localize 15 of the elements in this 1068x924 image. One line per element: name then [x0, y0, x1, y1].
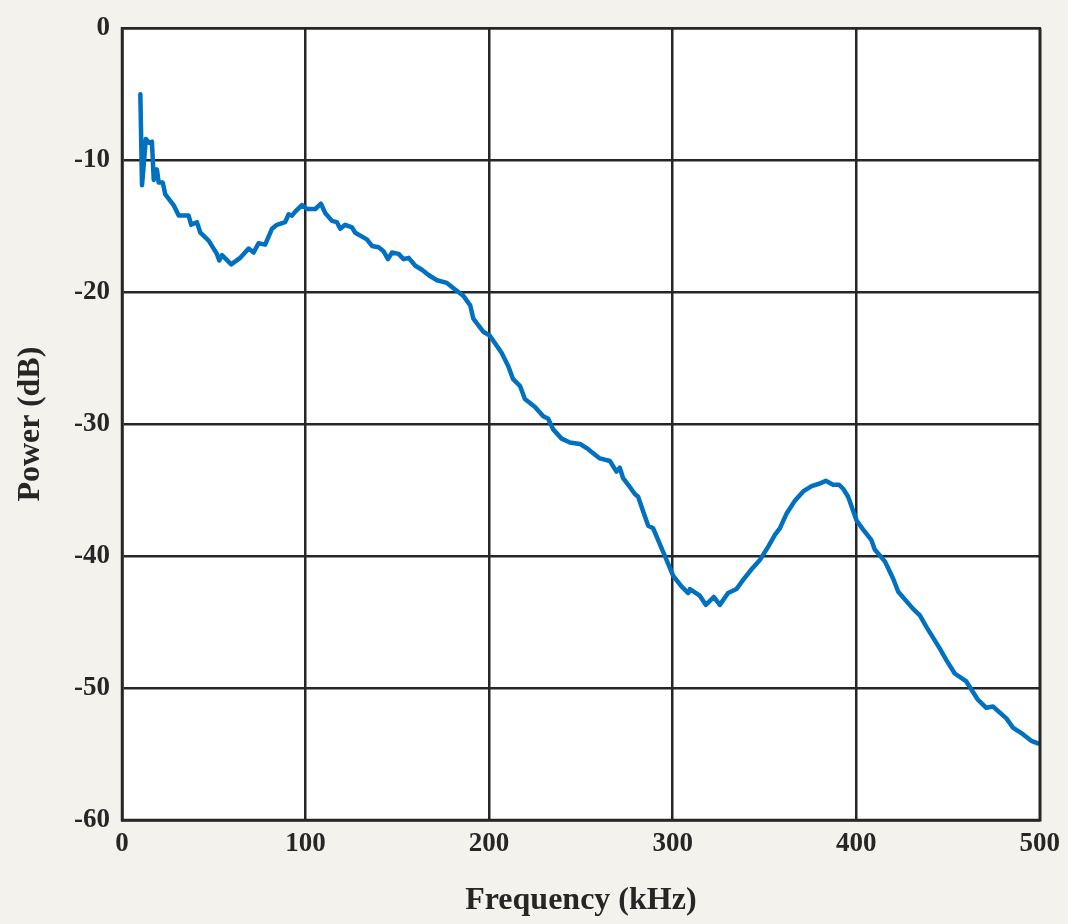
y-tick-label: -40	[74, 539, 110, 570]
x-tick-label: 0	[115, 827, 129, 858]
x-tick-label: 400	[835, 827, 877, 858]
y-tick-label: -20	[74, 275, 110, 306]
x-axis-title: Frequency (kHz)	[465, 880, 697, 917]
y-tick-label: -30	[74, 407, 110, 438]
y-tick-label: 0	[96, 11, 110, 42]
y-tick-label: -10	[74, 143, 110, 174]
x-tick-label: 300	[652, 827, 693, 858]
x-tick-label: 500	[1019, 827, 1060, 858]
y-axis-title: Power (dB)	[10, 346, 47, 502]
y-tick-label: -50	[74, 671, 110, 701]
y-tick-label: -60	[74, 802, 110, 833]
x-tick-label: 100	[285, 827, 326, 858]
x-tick-label: 200	[468, 827, 510, 858]
